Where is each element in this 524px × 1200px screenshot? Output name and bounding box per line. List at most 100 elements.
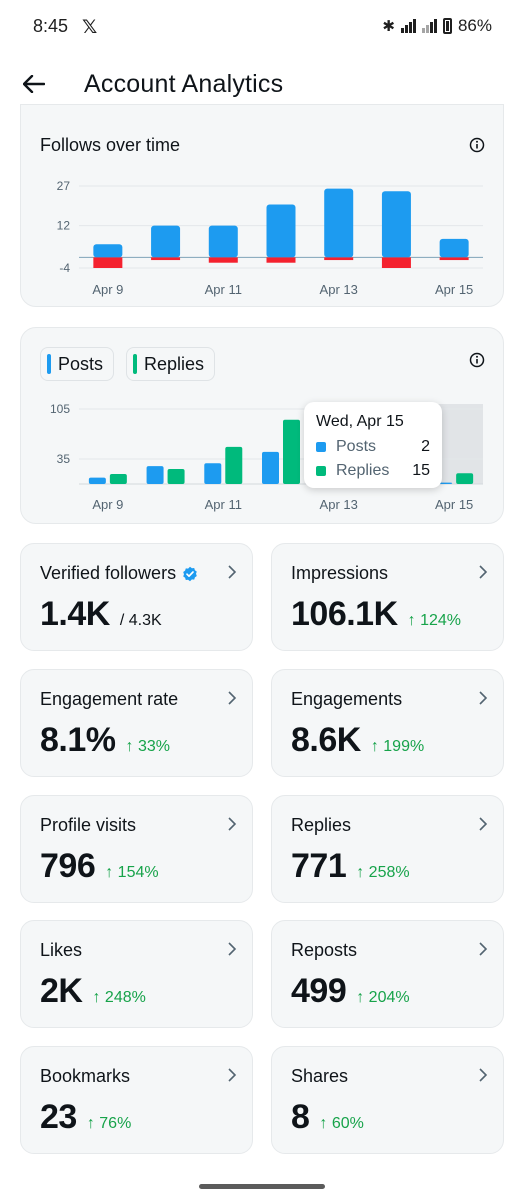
metric-card-reposts[interactable]: Reposts 499 ↑ 204% bbox=[271, 920, 504, 1028]
tooltip-posts-value: 2 bbox=[421, 438, 430, 455]
replies-bar bbox=[109, 474, 127, 484]
arrow-left-icon bbox=[23, 75, 45, 93]
x-tick-label: Apr 11 bbox=[205, 497, 242, 512]
metric-card-replies[interactable]: Replies 771 ↑ 258% bbox=[271, 795, 504, 903]
signal-icon bbox=[400, 19, 416, 33]
tooltip-replies-swatch bbox=[316, 466, 326, 476]
info-icon[interactable] bbox=[469, 137, 485, 153]
metric-card-profile-visits[interactable]: Profile visits 796 ↑ 154% bbox=[20, 795, 253, 903]
posts-bar bbox=[146, 466, 164, 484]
metric-value-row: 796 ↑ 154% bbox=[40, 847, 159, 886]
metric-value-row: 771 ↑ 258% bbox=[291, 847, 410, 886]
tooltip-row-replies: Replies 15 bbox=[316, 461, 430, 481]
unfollows-bar bbox=[266, 257, 296, 263]
follows-bar bbox=[324, 188, 354, 258]
battery-level: 86% bbox=[457, 16, 492, 35]
signal-icon-2 bbox=[421, 19, 437, 33]
metric-value: 8 bbox=[291, 1098, 310, 1136]
metric-change: ↑ 33% bbox=[125, 738, 170, 755]
metric-sub: / 4.3K bbox=[119, 612, 162, 629]
unfollows-bar bbox=[381, 257, 411, 268]
replies-bar bbox=[225, 446, 243, 484]
metric-label: Replies bbox=[291, 815, 352, 835]
metric-value: 499 bbox=[291, 972, 347, 1010]
follows-over-time-card[interactable]: Follows over time 27 12 -4 Apr 9 Apr 11 Apr 1… bbox=[20, 104, 504, 307]
replies-bar bbox=[456, 473, 474, 484]
status-icons: ✱ 86% bbox=[382, 16, 492, 36]
chevron-right-icon bbox=[228, 1068, 237, 1082]
metric-value: 8.6K bbox=[291, 721, 361, 759]
posts-bar bbox=[262, 451, 279, 484]
replies-bar bbox=[283, 419, 300, 484]
metric-label: Engagements bbox=[291, 689, 403, 709]
x-tick-label: Apr 15 bbox=[435, 282, 473, 297]
tooltip-posts-label: Posts bbox=[336, 438, 377, 455]
chevron-right-icon bbox=[228, 565, 237, 579]
metric-card-verified-followers[interactable]: Verified followers 1.4K / 4.3K bbox=[20, 543, 253, 651]
chevron-right-icon bbox=[228, 942, 237, 956]
metric-value: 23 bbox=[40, 1098, 77, 1136]
status-bar: 8:45 𝕏 ✱ 86% bbox=[0, 0, 524, 52]
y-tick-label: -4 bbox=[59, 261, 70, 275]
status-time: 8:45 bbox=[33, 16, 69, 36]
tooltip-row-posts: Posts 2 bbox=[316, 437, 430, 457]
metric-value-row: 8.6K ↑ 199% bbox=[291, 721, 424, 760]
follows-chart-title: Follows over time bbox=[40, 135, 181, 155]
posts-bar bbox=[204, 463, 222, 484]
metric-card-impressions[interactable]: Impressions 106.1K ↑ 124% bbox=[271, 543, 504, 651]
verified-badge-icon bbox=[183, 566, 197, 581]
unfollows-bar bbox=[208, 257, 238, 263]
x-tick-label: Apr 15 bbox=[435, 497, 473, 512]
x-tick-label: Apr 13 bbox=[320, 497, 358, 512]
legend-replies-label: Replies bbox=[144, 353, 205, 374]
x-tick-label: Apr 13 bbox=[320, 282, 358, 297]
metric-label: Bookmarks bbox=[40, 1066, 131, 1086]
legend-posts-chip[interactable]: Posts bbox=[40, 347, 115, 381]
chevron-right-icon bbox=[228, 817, 237, 831]
replies-bar bbox=[167, 469, 185, 484]
metric-change: ↑ 199% bbox=[370, 738, 425, 755]
metric-change: ↑ 204% bbox=[356, 989, 410, 1006]
info-icon[interactable] bbox=[469, 352, 485, 368]
metric-value-row: 1.4K / 4.3K bbox=[40, 595, 162, 634]
metric-value: 796 bbox=[40, 847, 96, 885]
metric-change: ↑ 60% bbox=[319, 1115, 364, 1132]
legend-replies-chip[interactable]: Replies bbox=[126, 347, 216, 381]
x-logo-icon: 𝕏 bbox=[82, 17, 98, 38]
metric-change: ↑ 124% bbox=[407, 612, 462, 629]
tooltip-replies-label: Replies bbox=[336, 462, 390, 479]
chevron-right-icon bbox=[479, 691, 488, 705]
metric-change: ↑ 154% bbox=[105, 864, 159, 881]
home-indicator[interactable] bbox=[199, 1184, 325, 1189]
posts-replies-card[interactable]: Posts Replies 105 35 Apr 9 Apr 11 Apr 13 Apr … bbox=[20, 327, 504, 524]
metric-label: Engagement rate bbox=[40, 689, 179, 709]
metric-label: Impressions bbox=[291, 563, 389, 583]
y-tick-label: 27 bbox=[57, 179, 71, 193]
follows-bar bbox=[93, 244, 123, 258]
back-button[interactable] bbox=[14, 64, 54, 104]
x-tick-label: Apr 9 bbox=[92, 282, 123, 297]
metric-label: Profile visits bbox=[40, 815, 137, 835]
metric-value: 8.1% bbox=[40, 721, 116, 759]
metric-value: 106.1K bbox=[291, 595, 398, 633]
metric-card-engagement-rate[interactable]: Engagement rate 8.1% ↑ 33% bbox=[20, 669, 253, 777]
metric-card-shares[interactable]: Shares 8 ↑ 60% bbox=[271, 1046, 504, 1154]
metric-value-row: 23 ↑ 76% bbox=[40, 1098, 131, 1137]
metric-card-bookmarks[interactable]: Bookmarks 23 ↑ 76% bbox=[20, 1046, 253, 1154]
bluetooth-icon: ✱ bbox=[382, 18, 395, 35]
unfollows-bar bbox=[93, 257, 123, 268]
chevron-right-icon bbox=[479, 565, 488, 579]
unfollows-bar bbox=[151, 257, 181, 261]
legend-posts-label: Posts bbox=[58, 353, 104, 374]
follows-bar bbox=[208, 225, 238, 258]
follows-bar bbox=[381, 191, 411, 258]
chevron-right-icon bbox=[479, 817, 488, 831]
metric-card-engagements[interactable]: Engagements 8.6K ↑ 199% bbox=[271, 669, 504, 777]
tooltip-posts-swatch bbox=[316, 442, 326, 452]
metric-value: 1.4K bbox=[40, 595, 110, 633]
metric-card-likes[interactable]: Likes 2K ↑ 248% bbox=[20, 920, 253, 1028]
metric-label: Reposts bbox=[291, 940, 358, 960]
metric-value: 2K bbox=[40, 972, 83, 1010]
metric-value-row: 106.1K ↑ 124% bbox=[291, 595, 461, 634]
follows-chart[interactable]: 27 12 -4 Apr 9 Apr 11 Apr 13 Apr 15 bbox=[21, 105, 505, 308]
